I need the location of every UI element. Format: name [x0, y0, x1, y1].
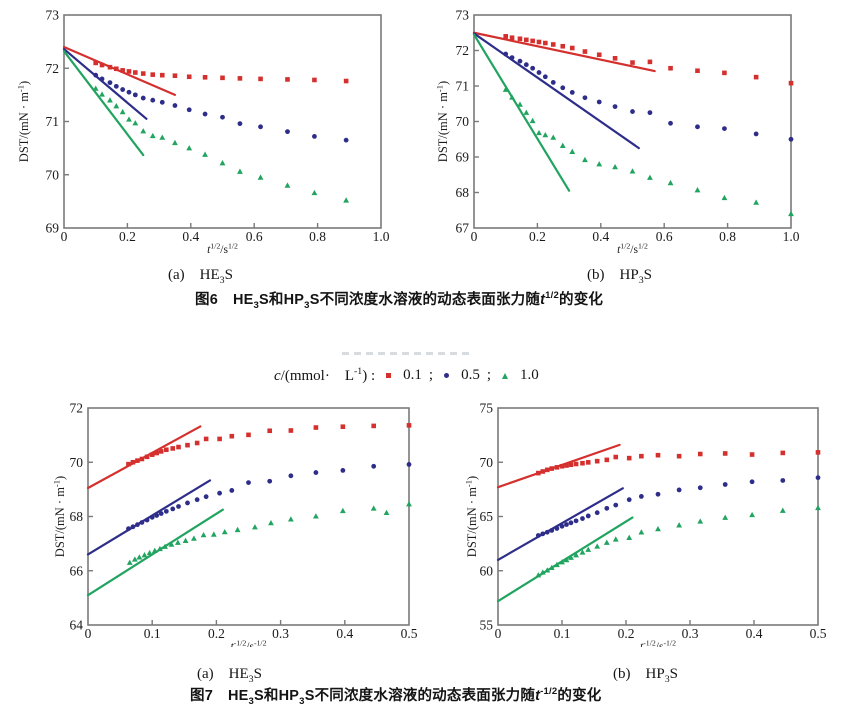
svg-text:DST/(mN · m-1): DST/(mN · m-1) — [434, 81, 450, 162]
svg-text:t-1/2/s-1/2: t-1/2/s-1/2 — [231, 639, 267, 647]
svg-text:65: 65 — [480, 509, 494, 524]
svg-text:73: 73 — [46, 8, 60, 23]
fig6-chart-a-he3s: 0 0.2 0.4 0.6 0.8 1.0 69 70 71 72 73 t1/2/s1/2 DST/(… — [15, 8, 390, 257]
svg-text:0: 0 — [495, 626, 502, 641]
svg-text:70: 70 — [480, 455, 494, 470]
red-square-marker-icon — [386, 373, 392, 378]
svg-text:DST/(mN · m-1): DST/(mN · m-1) — [15, 81, 31, 162]
svg-text:72: 72 — [70, 401, 84, 416]
svg-text:0.1: 0.1 — [144, 626, 161, 641]
svg-text:0.4: 0.4 — [592, 229, 609, 244]
fig7-chart-a-he3s: 0 0.1 0.2 0.3 0.4 0.5 64 66 68 70 72 t-1/2/s-1/2 DST… — [51, 401, 418, 648]
scan-smudge-artifact — [342, 352, 474, 355]
green-triangle-marker-icon — [502, 372, 509, 379]
svg-text:0.6: 0.6 — [246, 229, 263, 244]
svg-text:75: 75 — [480, 401, 494, 416]
legend-item-0-5: 0.5 ; — [433, 367, 491, 384]
svg-text:0.4: 0.4 — [336, 626, 353, 641]
legend-item-1-0: 1.0 — [491, 367, 546, 384]
svg-text:1.0: 1.0 — [783, 229, 800, 244]
svg-text:0.2: 0.2 — [618, 626, 635, 641]
svg-text:73: 73 — [456, 8, 470, 23]
svg-text:70: 70 — [46, 167, 60, 182]
legend-separator: ; — [428, 367, 434, 383]
svg-text:0.1: 0.1 — [554, 626, 571, 641]
fig7-caption: 图7 HE3S和HP3S不同浓度水溶液的动态表面张力随t-1/2的变化 — [190, 686, 602, 707]
svg-text:1.0: 1.0 — [373, 229, 390, 244]
svg-text:0.5: 0.5 — [401, 626, 418, 641]
svg-text:69: 69 — [456, 150, 470, 165]
fig6-subcaption-b: (b) HP3S — [587, 267, 652, 286]
fig6-caption: 图6 HE3S和HP3S不同浓度水溶液的动态表面张力随t1/2的变化 — [195, 290, 604, 311]
svg-text:0.5: 0.5 — [810, 626, 827, 641]
fig6-chart-b-hp3s: 0 0.2 0.4 0.6 0.8 1.0 67 68 69 70 71 72 73 t1/2/s1/2 D… — [434, 8, 800, 257]
svg-text:0.6: 0.6 — [656, 229, 673, 244]
legend-value: 1.0 — [520, 367, 539, 383]
fig6-subcaption-a: (a) HE3S — [168, 267, 233, 286]
svg-text:69: 69 — [46, 221, 60, 236]
svg-text:60: 60 — [480, 563, 494, 578]
svg-text:0.2: 0.2 — [529, 229, 546, 244]
svg-text:DST/(mN · m-1): DST/(mN · m-1) — [463, 476, 479, 557]
svg-text:64: 64 — [70, 618, 84, 633]
svg-text:72: 72 — [456, 43, 470, 58]
svg-text:0: 0 — [61, 229, 68, 244]
svg-text:68: 68 — [70, 509, 84, 524]
svg-text:0.8: 0.8 — [719, 229, 736, 244]
legend-item-0-1: 0.1 ; — [375, 367, 433, 384]
svg-text:0: 0 — [471, 229, 478, 244]
svg-text:0.4: 0.4 — [746, 626, 763, 641]
svg-text:0.3: 0.3 — [272, 626, 289, 641]
svg-text:0: 0 — [85, 626, 92, 641]
svg-text:0.4: 0.4 — [182, 229, 199, 244]
svg-text:71: 71 — [456, 79, 470, 94]
fig7-chart-b-hp3s: 0 0.1 0.2 0.3 0.4 0.5 55 60 65 70 75 t-1/2/s-1/2 DST… — [463, 401, 827, 648]
svg-text:0.3: 0.3 — [682, 626, 699, 641]
svg-text:t1/2/s1/2: t1/2/s1/2 — [617, 242, 648, 256]
svg-text:72: 72 — [46, 61, 60, 76]
svg-text:67: 67 — [456, 221, 470, 236]
svg-text:55: 55 — [480, 618, 494, 633]
legend-value: 0.5 — [461, 367, 480, 383]
svg-text:DST/(mN · m-1): DST/(mN · m-1) — [51, 476, 67, 557]
svg-text:0.2: 0.2 — [208, 626, 225, 641]
legend-prefix-label: c/(mmol· L-1) : — [274, 366, 376, 384]
svg-text:t1/2/s1/2: t1/2/s1/2 — [207, 242, 238, 256]
svg-text:68: 68 — [456, 185, 470, 200]
concentration-legend: c/(mmol· L-1) : 0.1 ; 0.5 ; 1.0 — [274, 366, 546, 385]
svg-text:70: 70 — [70, 455, 84, 470]
legend-separator: ; — [486, 367, 492, 383]
svg-text:71: 71 — [46, 114, 60, 129]
fig7-subcaption-b: (b) HP3S — [613, 666, 678, 685]
svg-text:0.2: 0.2 — [119, 229, 136, 244]
svg-text:0.8: 0.8 — [309, 229, 326, 244]
legend-value: 0.1 — [403, 367, 422, 383]
svg-text:70: 70 — [456, 114, 470, 129]
svg-text:66: 66 — [70, 563, 84, 578]
blue-circle-marker-icon — [444, 373, 450, 378]
fig7-subcaption-a: (a) HE3S — [197, 666, 262, 685]
svg-text:t-1/2/s-1/2: t-1/2/s-1/2 — [640, 639, 676, 647]
